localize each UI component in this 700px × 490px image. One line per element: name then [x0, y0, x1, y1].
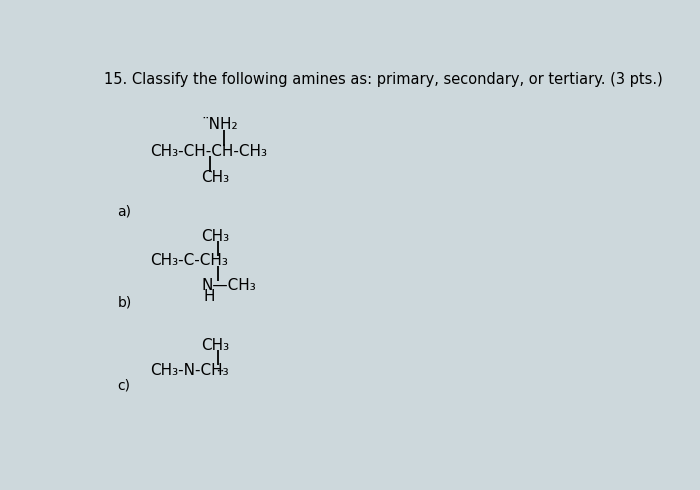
- Text: b): b): [118, 295, 132, 309]
- Text: a): a): [118, 205, 132, 219]
- Text: CH₃-C-CH₃: CH₃-C-CH₃: [150, 253, 228, 268]
- Text: ¨: ¨: [215, 368, 224, 387]
- Text: c): c): [118, 378, 130, 392]
- Text: 15. Classify the following amines as: primary, secondary, or tertiary. (3 pts.): 15. Classify the following amines as: pr…: [104, 72, 662, 87]
- Text: CH₃: CH₃: [202, 170, 230, 185]
- Text: CH₃-CH-CH-CH₃: CH₃-CH-CH-CH₃: [150, 144, 267, 159]
- Text: CH₃-N-CH₃: CH₃-N-CH₃: [150, 363, 228, 378]
- Text: ¨NH₂: ¨NH₂: [202, 117, 238, 132]
- Text: CH₃: CH₃: [202, 338, 230, 353]
- Text: N—CH₃: N—CH₃: [202, 278, 256, 293]
- Text: CH₃: CH₃: [202, 229, 230, 244]
- Text: H: H: [203, 289, 215, 304]
